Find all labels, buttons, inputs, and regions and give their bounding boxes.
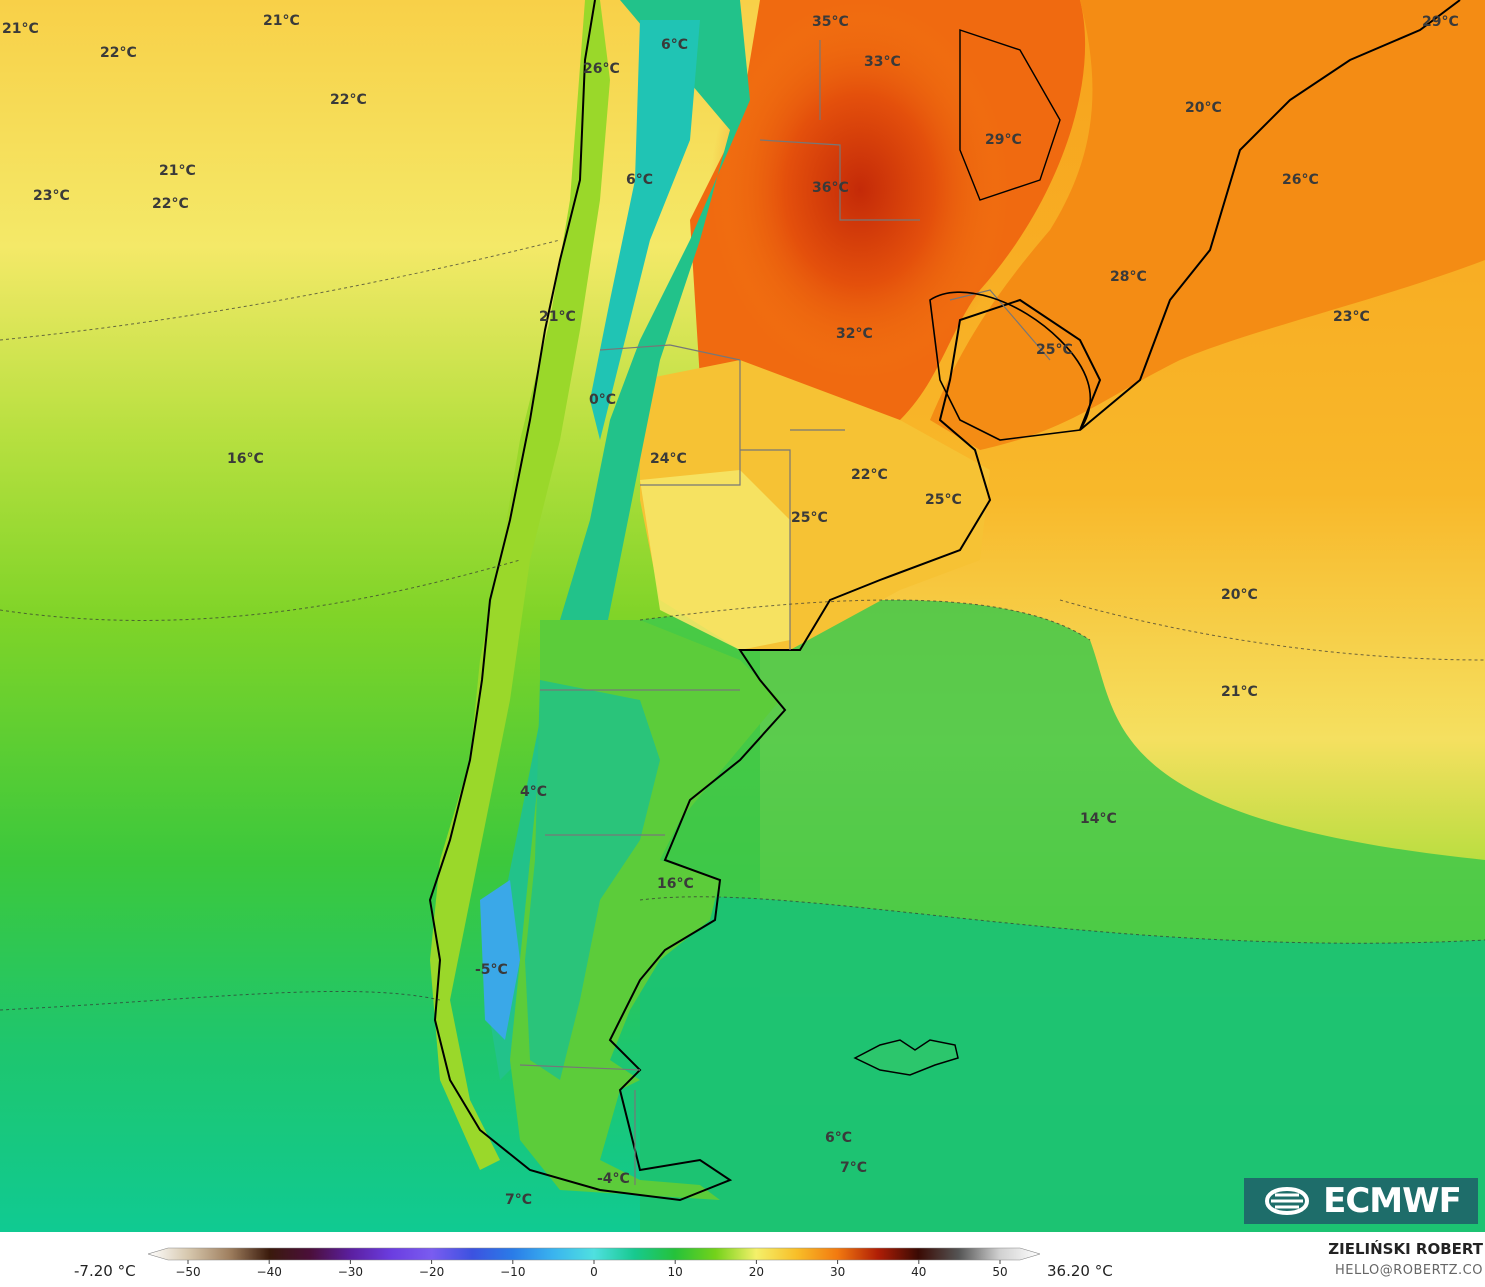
temp-label: 0°C [589,392,616,408]
temp-label: 24°C [650,451,687,467]
patagonia-cold-zone [525,680,660,1080]
temp-label: 6°C [825,1130,852,1146]
uruguay-border [929,291,1092,441]
temp-label: 33°C [864,54,901,70]
ecmwf-logo: ECMWF [1244,1178,1478,1224]
scale-min-value: -7.20 °C [74,1262,136,1280]
temp-label: 22°C [851,467,888,483]
coastline [428,0,1461,1202]
temp-label: 25°C [925,492,962,508]
temp-label: 29°C [985,132,1022,148]
andes-peaks [590,20,700,440]
scale-tick-label: 20 [749,1265,764,1279]
temp-label: 23°C [33,188,70,204]
scale-tick-label: −50 [175,1265,200,1279]
temp-label: 20°C [1185,100,1222,116]
scale-tick-label: 40 [911,1265,926,1279]
scale-tick-label: −20 [419,1265,444,1279]
temp-label: 26°C [1282,172,1319,188]
temp-label: 22°C [152,196,189,212]
temp-label: 23°C [1333,309,1370,325]
scale-tick-label: 30 [830,1265,845,1279]
temp-label: 7°C [505,1192,532,1208]
temp-label: 21°C [263,13,300,29]
scale-tick-label: −30 [338,1265,363,1279]
scale-tick-label: 50 [992,1265,1007,1279]
temp-label: 20°C [1221,587,1258,603]
temperature-map: 21°C 21°C 22°C 22°C 21°C 22°C 23°C 26°C … [0,0,1485,1232]
author-credit: ZIELIŃSKI ROBERT [1328,1240,1483,1258]
author-email: HELLO@ROBERTZ.CO [1334,1263,1483,1278]
temp-label: 26°C [583,61,620,77]
temp-label: 28°C [1110,269,1147,285]
temp-label: 7°C [840,1160,867,1176]
chile-coast-strip [430,0,610,1170]
south-atlantic-cold-field [640,896,1485,1232]
temp-label: 21°C [159,163,196,179]
temp-label: 4°C [520,784,547,800]
temp-label: 6°C [661,37,688,53]
temp-label: 36°C [812,180,849,196]
scale-tick-label: 0 [590,1265,598,1279]
temp-label: 29°C [1422,14,1459,30]
temp-label: 25°C [1036,342,1073,358]
temp-label: -4°C [597,1171,630,1187]
falkland-islands [853,1039,959,1076]
temp-label: 6°C [626,172,653,188]
isotherm-lines [0,239,1485,1011]
scale-max-value: 36.20 °C [1047,1262,1113,1280]
province-borders [519,40,1051,1185]
scale-tick-label: −10 [500,1265,525,1279]
temp-label: 32°C [836,326,873,342]
temp-label: -5°C [475,962,508,978]
temp-label: 22°C [330,92,367,108]
temp-label: 25°C [791,510,828,526]
color-scale-bar: −50 −40 −30 −20 −10 0 10 20 30 40 50 [148,1247,1040,1279]
scale-tick-label: −40 [257,1265,282,1279]
ecmwf-logo-icon [1265,1187,1310,1215]
temp-label: 22°C [100,45,137,61]
scale-tick-label: 10 [668,1265,683,1279]
logo-text: ECMWF [1323,1181,1462,1221]
temp-label: 21°C [1221,684,1258,700]
temp-label: 35°C [812,14,849,30]
color-scale-gradient [148,1247,1040,1261]
pampas-region [640,470,790,650]
temp-label: 16°C [657,876,694,892]
hottest-core [710,0,1010,380]
paraguay-border [959,29,1061,201]
ice-field [480,880,520,1040]
temp-label: 21°C [539,309,576,325]
temp-label: 16°C [227,451,264,467]
temp-label: 14°C [1080,811,1117,827]
scale-ticks: −50 −40 −30 −20 −10 0 10 20 30 40 50 [175,1260,1008,1279]
temp-label: 21°C [2,21,39,37]
brazil-warm-region [930,0,1485,450]
